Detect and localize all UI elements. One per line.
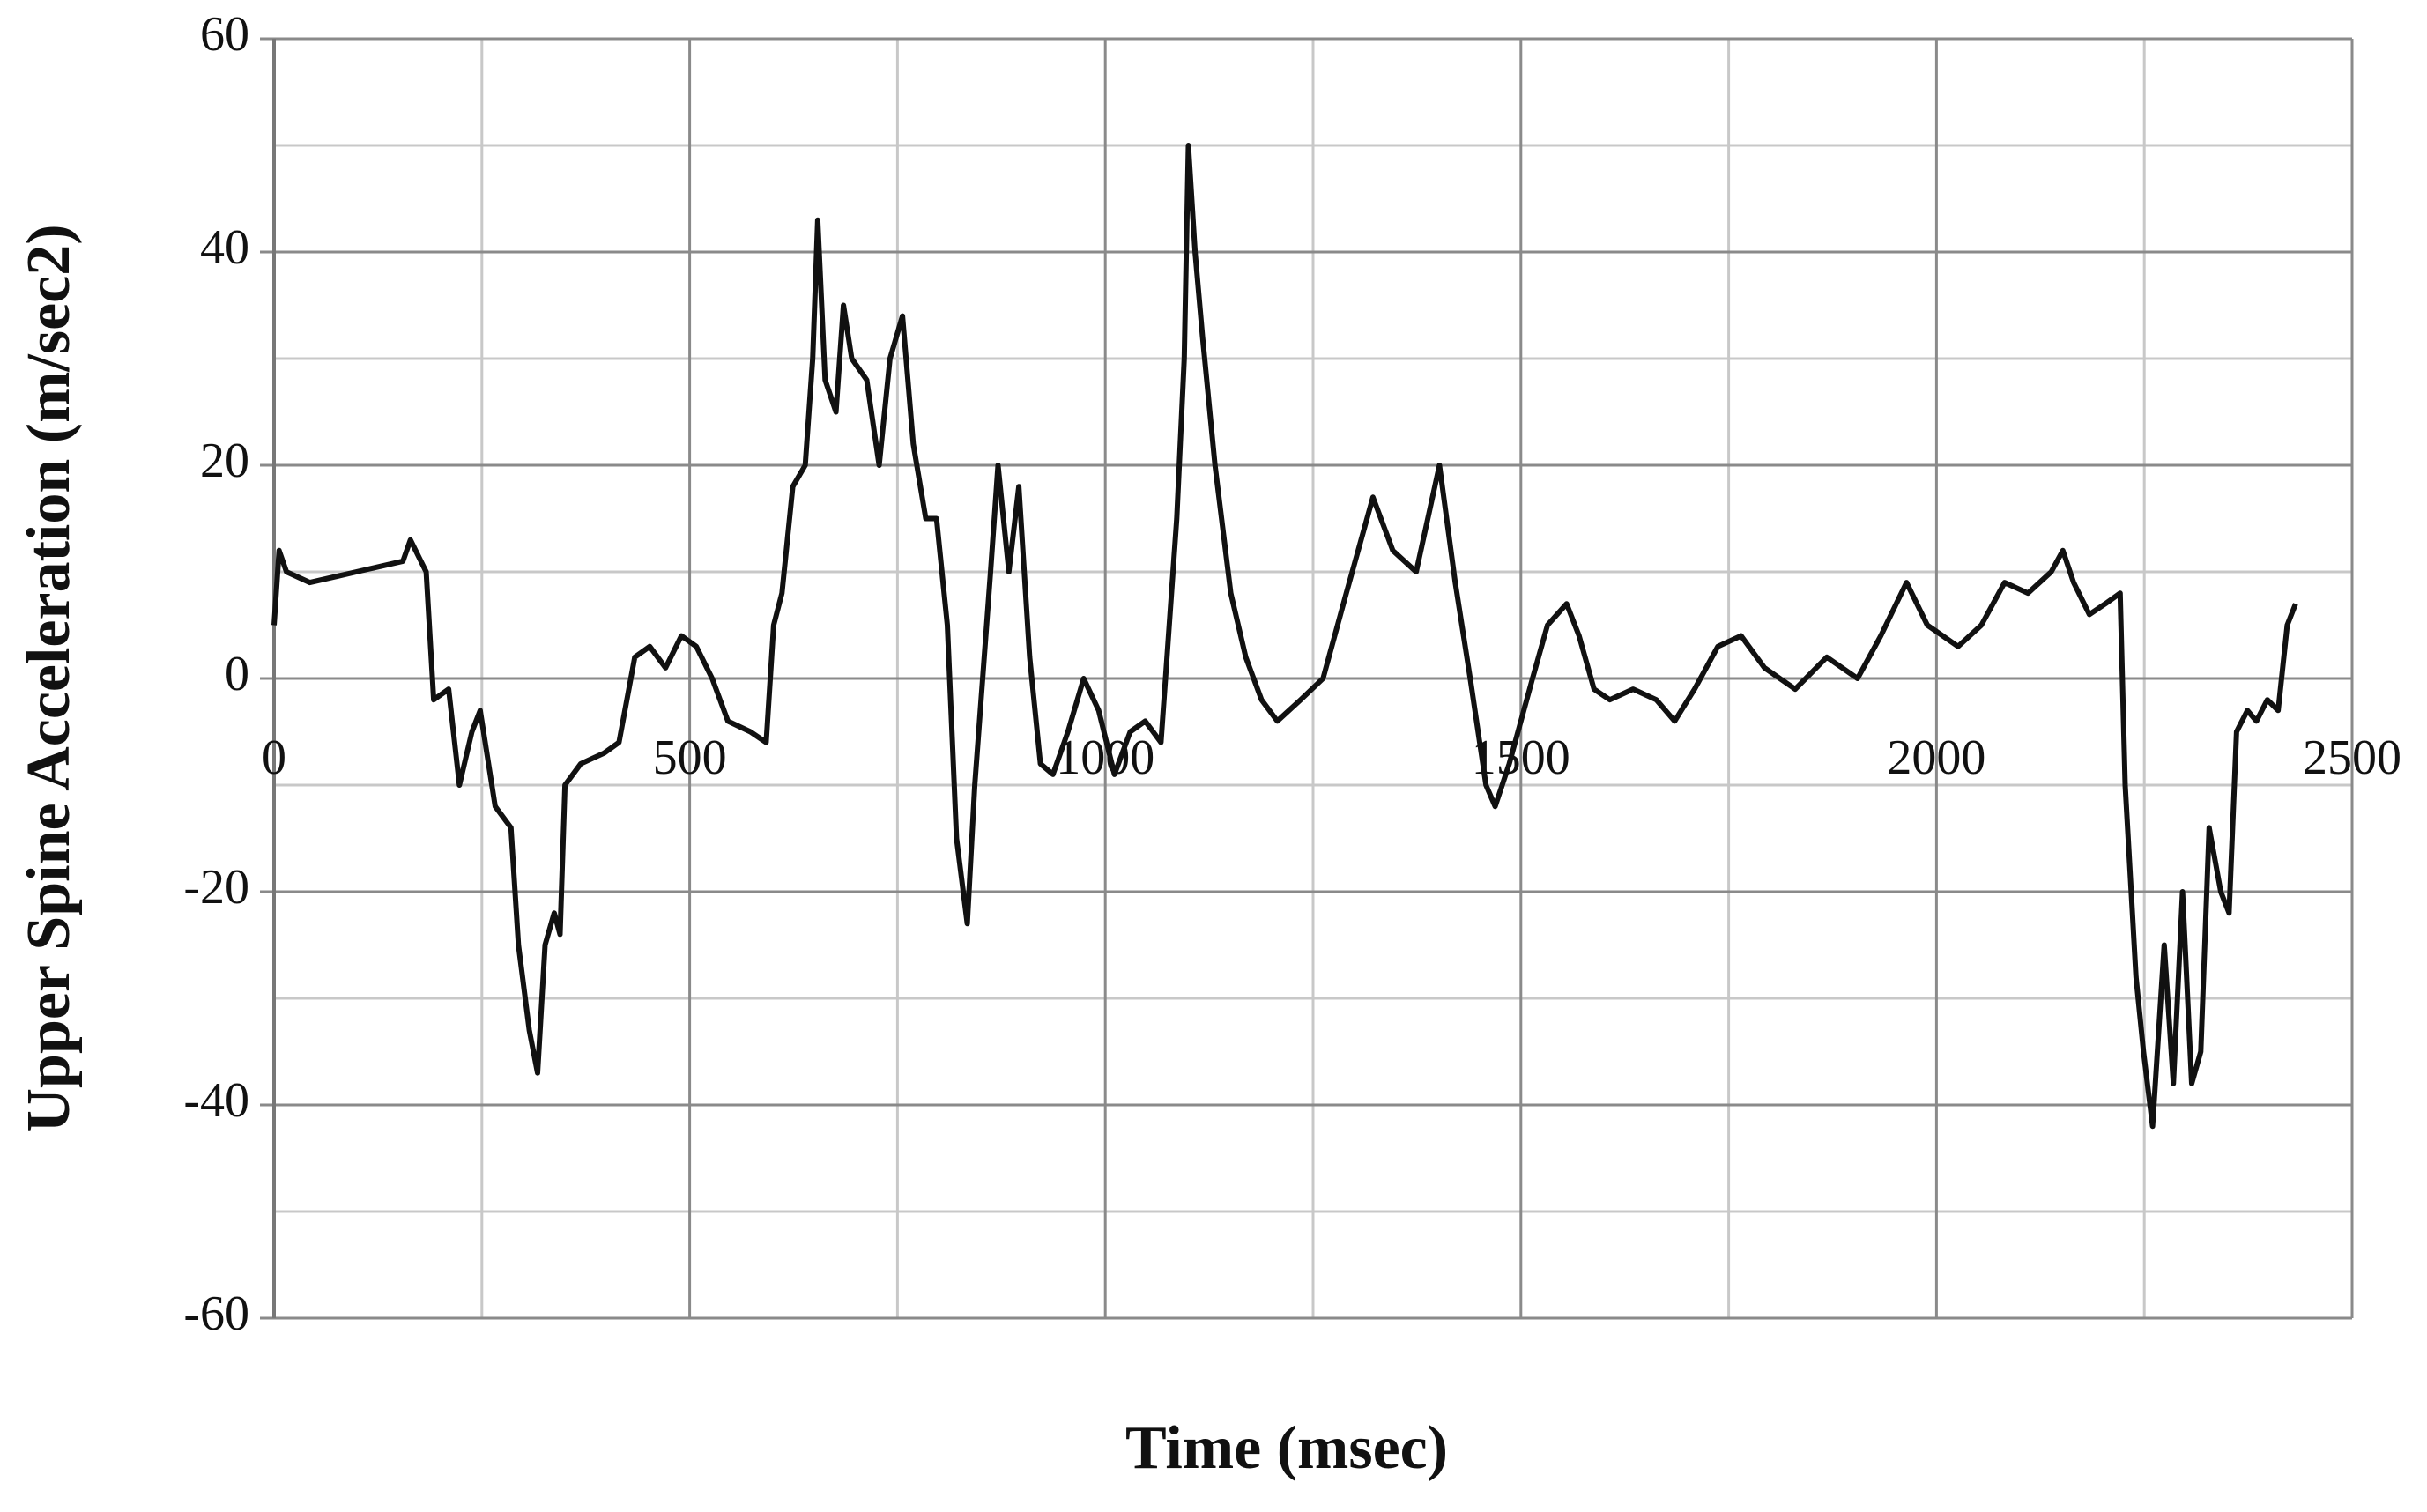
y-tick-label: -60	[183, 1286, 249, 1341]
x-tick-label: 1500	[1472, 730, 1570, 785]
y-tick-label: 20	[200, 434, 249, 488]
y-tick-label: -40	[183, 1073, 249, 1128]
y-tick-label: 40	[200, 220, 249, 275]
x-tick-label: 2500	[2303, 730, 2401, 785]
y-tick-label: 60	[200, 7, 249, 62]
data-line	[271, 143, 2298, 1130]
x-tick-label: 2000	[1887, 730, 1985, 785]
y-tick-label: 0	[225, 647, 249, 701]
x-axis-title: Time (msec)	[1125, 1414, 1448, 1482]
y-axis-title: Upper Spine Acceleration (m/sec2)	[15, 224, 83, 1132]
x-tick-label: 0	[262, 730, 286, 785]
x-tick-label: 500	[653, 730, 727, 785]
y-tick-label: -20	[183, 860, 249, 915]
